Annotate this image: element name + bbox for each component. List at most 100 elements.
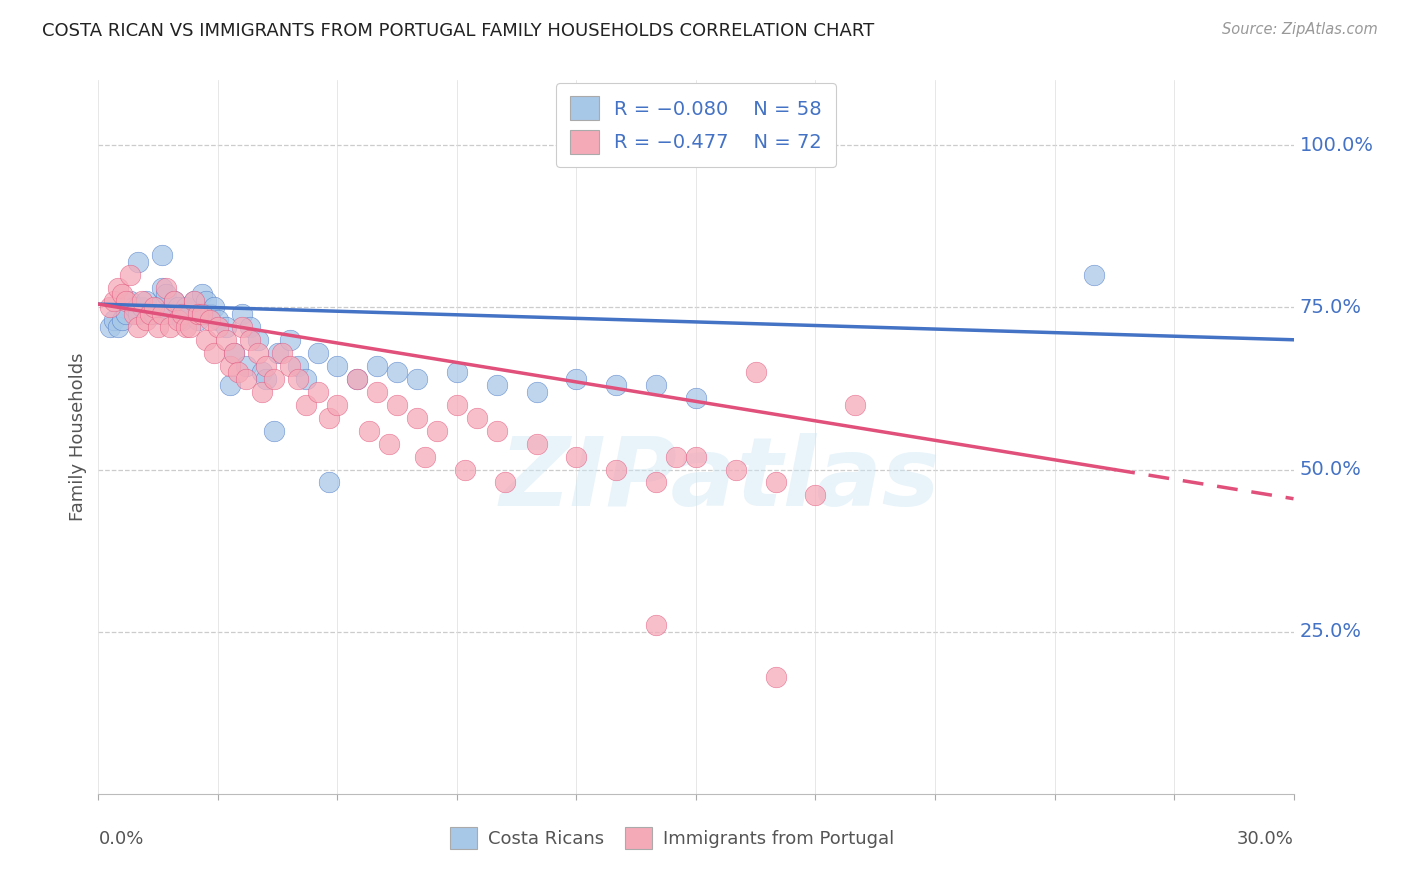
Point <box>115 293 138 308</box>
Point <box>565 372 588 386</box>
Point <box>198 313 221 327</box>
Point <box>103 313 125 327</box>
Point <box>172 307 194 321</box>
Point <box>155 287 177 301</box>
Point <box>139 307 162 321</box>
Point <box>485 378 508 392</box>
Point <box>366 359 388 373</box>
Point <box>183 293 205 308</box>
Point <box>645 618 668 632</box>
Point <box>346 372 368 386</box>
Point <box>485 424 508 438</box>
Point <box>207 313 229 327</box>
Point <box>605 462 627 476</box>
Point <box>250 384 273 399</box>
Point <box>127 319 149 334</box>
Point <box>359 424 381 438</box>
Point <box>179 319 201 334</box>
Point <box>174 301 197 315</box>
Point <box>198 307 221 321</box>
Text: 75.0%: 75.0% <box>1299 298 1361 317</box>
Point <box>120 293 142 308</box>
Point <box>215 319 238 334</box>
Point <box>494 475 516 490</box>
Text: 50.0%: 50.0% <box>1299 460 1361 479</box>
Point <box>131 301 153 315</box>
Point <box>194 293 218 308</box>
Point <box>378 436 401 450</box>
Text: Source: ZipAtlas.com: Source: ZipAtlas.com <box>1222 22 1378 37</box>
Text: 30.0%: 30.0% <box>1237 830 1294 847</box>
Point <box>250 365 273 379</box>
Point <box>163 293 186 308</box>
Point <box>239 319 262 334</box>
Point <box>263 372 285 386</box>
Point <box>406 372 429 386</box>
Point <box>346 372 368 386</box>
Text: ZIPatlas: ZIPatlas <box>499 434 941 526</box>
Point <box>246 345 269 359</box>
Point <box>287 372 309 386</box>
Point <box>287 359 309 373</box>
Point <box>385 398 409 412</box>
Point <box>150 248 173 262</box>
Point <box>385 365 409 379</box>
Point <box>446 398 468 412</box>
Point <box>526 384 548 399</box>
Point <box>103 293 125 308</box>
Text: 0.0%: 0.0% <box>98 830 143 847</box>
Point <box>318 475 340 490</box>
Point <box>294 398 316 412</box>
Point <box>366 384 388 399</box>
Point <box>111 287 134 301</box>
Point <box>127 307 149 321</box>
Point <box>235 372 257 386</box>
Point <box>307 345 329 359</box>
Point <box>526 436 548 450</box>
Point <box>167 313 190 327</box>
Point <box>1083 268 1105 282</box>
Point <box>267 345 290 359</box>
Point <box>665 450 688 464</box>
Point <box>465 410 488 425</box>
Point <box>107 281 129 295</box>
Point <box>294 372 316 386</box>
Point <box>254 359 277 373</box>
Point <box>685 391 707 405</box>
Point <box>150 307 173 321</box>
Point <box>135 313 157 327</box>
Point <box>191 287 214 301</box>
Point <box>406 410 429 425</box>
Point <box>159 307 181 321</box>
Point <box>239 333 262 347</box>
Point <box>263 424 285 438</box>
Point <box>226 365 249 379</box>
Point <box>124 307 146 321</box>
Point <box>215 333 238 347</box>
Point <box>724 462 747 476</box>
Point <box>231 307 253 321</box>
Point <box>115 307 138 321</box>
Point <box>270 345 292 359</box>
Point <box>318 410 340 425</box>
Point <box>187 307 209 321</box>
Point <box>307 384 329 399</box>
Point <box>326 398 349 412</box>
Point <box>155 281 177 295</box>
Point <box>413 450 436 464</box>
Point <box>222 345 245 359</box>
Point <box>183 293 205 308</box>
Point <box>191 307 214 321</box>
Point <box>605 378 627 392</box>
Point <box>194 333 218 347</box>
Point <box>685 450 707 464</box>
Point <box>202 301 225 315</box>
Point <box>645 475 668 490</box>
Point <box>207 319 229 334</box>
Point <box>645 378 668 392</box>
Point <box>246 333 269 347</box>
Text: COSTA RICAN VS IMMIGRANTS FROM PORTUGAL FAMILY HOUSEHOLDS CORRELATION CHART: COSTA RICAN VS IMMIGRANTS FROM PORTUGAL … <box>42 22 875 40</box>
Point <box>131 293 153 308</box>
Point <box>231 319 253 334</box>
Legend: Costa Ricans, Immigrants from Portugal: Costa Ricans, Immigrants from Portugal <box>443 820 901 856</box>
